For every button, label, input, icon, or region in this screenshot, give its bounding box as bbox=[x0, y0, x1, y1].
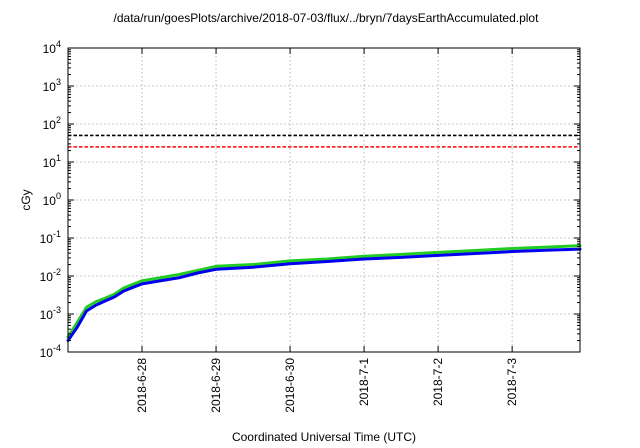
x-tick-label: 2018-6-28 bbox=[135, 358, 149, 413]
x-axis: 2018-6-28 2018-6-29 2018-6-30 2018-7-1 2018-… bbox=[135, 48, 519, 413]
series-lines bbox=[66, 244, 582, 343]
y-tick-label: 104 bbox=[43, 39, 61, 56]
series-line bbox=[66, 247, 582, 343]
x-tick-label: 2018-6-30 bbox=[283, 358, 297, 413]
grid bbox=[68, 48, 580, 352]
series-line bbox=[66, 244, 582, 339]
x-axis-label: Coordinated Universal Time (UTC) bbox=[232, 430, 416, 444]
y-tick-label: 102 bbox=[43, 115, 61, 132]
threshold-lines bbox=[68, 134, 580, 148]
y-tick-label: 103 bbox=[43, 77, 61, 94]
y-axis-label: cGy bbox=[19, 189, 33, 210]
y-tick-label: 101 bbox=[43, 153, 61, 170]
y-axis: 10-4 10-3 10-2 10-1 100 101 102 103 104 bbox=[40, 39, 580, 360]
y-tick-label: 10-1 bbox=[40, 229, 61, 246]
x-tick-label: 2018-7-2 bbox=[431, 358, 445, 406]
x-tick-label: 2018-6-29 bbox=[209, 358, 223, 413]
y-tick-label: 100 bbox=[43, 191, 61, 208]
chart-title: /data/run/goesPlots/archive/2018-07-03/f… bbox=[114, 11, 540, 25]
y-tick-label: 10-2 bbox=[40, 267, 61, 284]
y-tick-label: 10-3 bbox=[40, 305, 61, 322]
x-tick-label: 2018-7-3 bbox=[505, 358, 519, 406]
y-tick-label: 10-4 bbox=[40, 343, 61, 360]
x-tick-label: 2018-7-1 bbox=[357, 358, 371, 406]
